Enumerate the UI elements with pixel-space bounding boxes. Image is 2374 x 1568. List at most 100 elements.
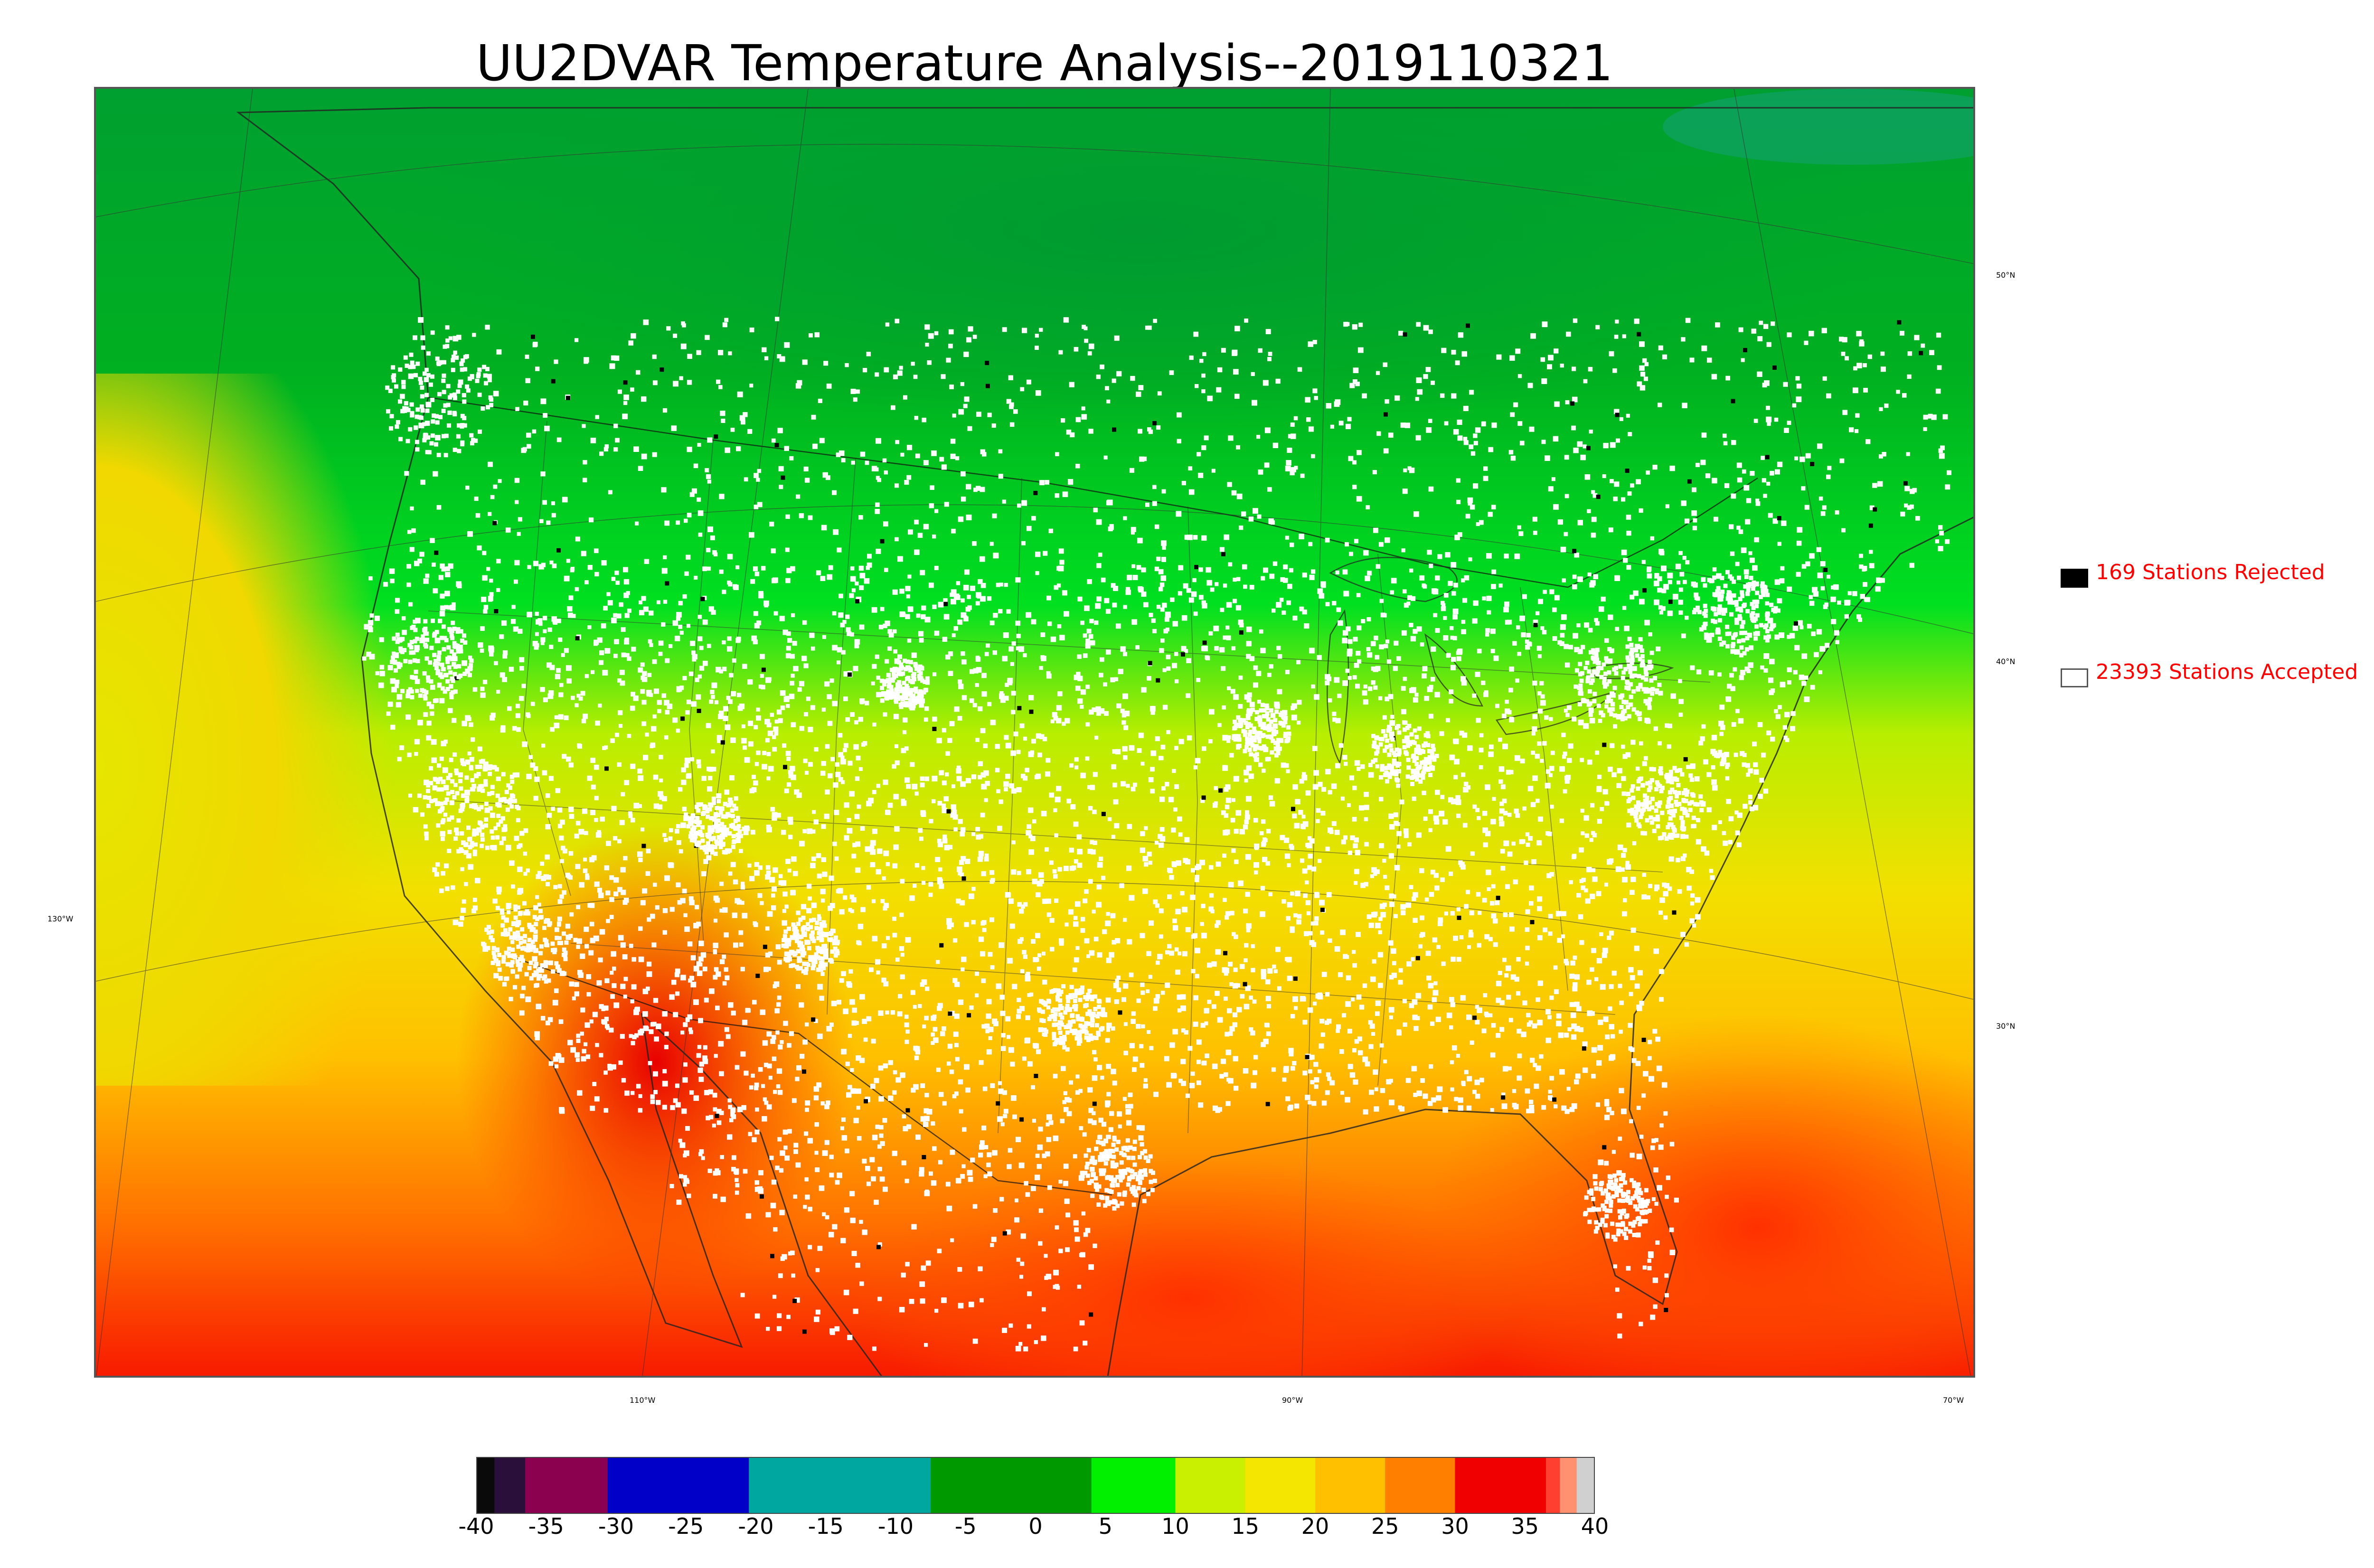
station-accepted	[1016, 1014, 1021, 1019]
station-accepted	[1583, 379, 1588, 384]
station-accepted	[1474, 1080, 1480, 1085]
station-accepted	[732, 912, 738, 918]
station-accepted	[1488, 1013, 1493, 1017]
station-accepted	[992, 513, 997, 518]
station-accepted	[562, 848, 567, 854]
station-accepted	[900, 452, 904, 457]
station-accepted	[633, 803, 640, 808]
station-accepted	[718, 714, 724, 719]
station-accepted	[1426, 427, 1432, 433]
station-accepted	[603, 1108, 609, 1113]
station-accepted	[1116, 371, 1122, 376]
station-accepted	[604, 444, 609, 449]
station-accepted	[1158, 756, 1163, 761]
station-accepted	[696, 1053, 701, 1058]
station-accepted	[1589, 838, 1593, 842]
station-accepted	[828, 565, 833, 570]
station-accepted	[1325, 537, 1330, 543]
station-accepted	[1365, 575, 1370, 582]
station-accepted	[709, 1115, 714, 1119]
station-accepted	[1841, 351, 1846, 356]
station-accepted	[778, 1273, 783, 1278]
station-accepted	[771, 886, 777, 892]
station-accepted	[1138, 1174, 1144, 1180]
station-accepted	[502, 654, 508, 659]
station-accepted	[829, 1023, 834, 1027]
station-accepted	[1392, 961, 1396, 966]
station-accepted	[682, 889, 687, 893]
station-accepted	[681, 321, 685, 326]
station-accepted	[525, 996, 531, 1003]
station-accepted	[1181, 1028, 1186, 1033]
station-accepted	[1560, 633, 1565, 638]
station-accepted	[1244, 819, 1249, 825]
station-accepted	[938, 1160, 943, 1164]
station-accepted	[719, 569, 724, 574]
station-accepted	[1738, 718, 1744, 724]
station-accepted	[530, 702, 535, 706]
station-accepted	[1208, 906, 1214, 912]
station-accepted	[662, 1105, 667, 1110]
station-accepted	[735, 838, 741, 843]
station-accepted	[764, 1100, 769, 1105]
station-accepted	[1276, 602, 1282, 608]
station-accepted	[1393, 666, 1398, 671]
station-accepted	[914, 519, 919, 525]
station-accepted	[958, 819, 963, 824]
station-accepted	[615, 732, 619, 737]
station-accepted	[913, 375, 918, 379]
station-accepted	[1422, 673, 1427, 679]
station-accepted	[1251, 967, 1255, 973]
station-accepted	[601, 1019, 606, 1024]
station-accepted	[452, 641, 457, 646]
station-accepted	[1490, 818, 1496, 825]
station-accepted	[980, 1140, 985, 1145]
station-accepted	[1718, 750, 1723, 754]
station-accepted	[1318, 1069, 1322, 1073]
station-accepted	[1335, 763, 1340, 769]
station-accepted	[747, 721, 754, 726]
station-accepted	[1253, 1055, 1258, 1060]
station-accepted	[1285, 670, 1290, 675]
station-accepted	[968, 326, 973, 332]
station-accepted	[698, 533, 703, 537]
station-accepted	[850, 632, 854, 637]
station-accepted	[850, 388, 856, 394]
station-accepted	[1305, 843, 1309, 847]
station-accepted	[499, 672, 505, 678]
station-accepted	[1751, 329, 1756, 334]
station-accepted	[1285, 535, 1289, 540]
station-accepted	[1879, 454, 1883, 459]
station-accepted	[711, 695, 715, 699]
station-accepted	[1354, 1039, 1359, 1044]
station-accepted	[901, 798, 905, 803]
station-accepted	[1537, 980, 1543, 986]
station-accepted	[1251, 1082, 1257, 1089]
station-accepted	[948, 845, 953, 850]
station-accepted	[1202, 352, 1206, 357]
station-accepted	[1223, 898, 1227, 902]
station-accepted	[1375, 1000, 1381, 1006]
station-accepted	[1564, 776, 1569, 780]
station-accepted	[951, 599, 956, 605]
station-accepted	[1856, 331, 1862, 337]
station-accepted	[929, 819, 933, 824]
station-accepted	[1784, 712, 1790, 717]
station-accepted	[1562, 578, 1566, 582]
station-accepted	[1405, 902, 1411, 908]
station-accepted	[840, 759, 846, 765]
station-accepted	[1104, 598, 1110, 603]
station-accepted	[882, 1118, 887, 1123]
station-accepted	[1092, 707, 1097, 713]
station-accepted	[905, 937, 911, 943]
station-accepted	[1217, 723, 1222, 727]
station-accepted	[1075, 1074, 1080, 1079]
station-accepted	[752, 775, 756, 779]
station-accepted	[557, 936, 562, 940]
station-accepted	[1609, 984, 1614, 989]
station-accepted	[920, 570, 925, 575]
station-accepted	[519, 657, 525, 663]
station-accepted	[1074, 347, 1079, 352]
station-accepted	[1246, 697, 1252, 703]
station-accepted	[790, 890, 796, 896]
